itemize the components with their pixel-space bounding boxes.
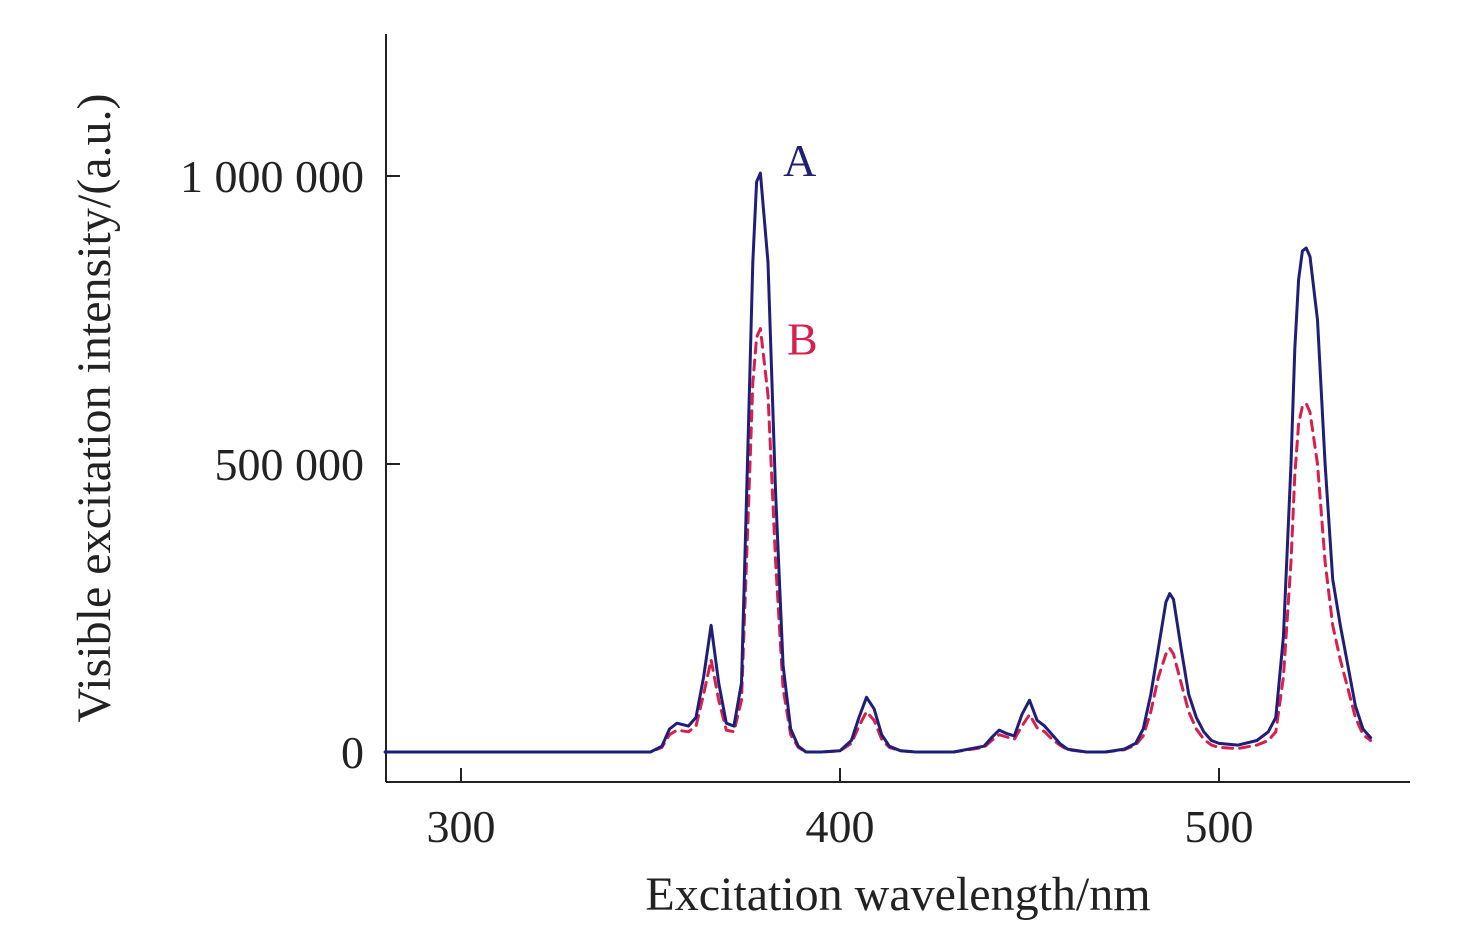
axes-layer [385, 34, 1410, 783]
x-tick-label: 400 [806, 801, 875, 852]
series-layer [383, 171, 1373, 754]
series-label-b: B [787, 314, 818, 365]
ticks-layer: 300 400 500 0 500 000 1 000 000 [180, 151, 1254, 852]
x-tick-label: 300 [427, 801, 496, 852]
x-axis-label: Excitation wavelength/nm [645, 868, 1150, 921]
series-line-a [383, 171, 1373, 754]
series-label-a: A [783, 135, 816, 186]
y-tick-label: 500 000 [215, 439, 365, 490]
x-tick-label: 500 [1185, 801, 1254, 852]
y-axis-label: Visible excitation intensity/(a.u.) [68, 94, 121, 723]
y-tick-label: 1 000 000 [180, 151, 364, 202]
y-tick-label: 0 [341, 727, 364, 778]
series-line-b [383, 327, 1373, 754]
labels-layer: Excitation wavelength/nm Visible excitati… [68, 94, 1151, 921]
